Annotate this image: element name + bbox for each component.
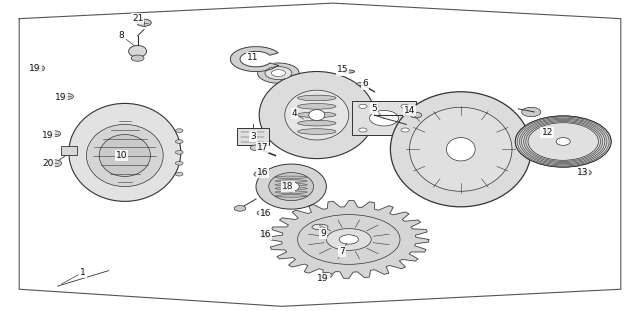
- Ellipse shape: [175, 129, 183, 132]
- Text: 16: 16: [260, 230, 271, 239]
- Ellipse shape: [520, 118, 607, 165]
- Text: 19: 19: [55, 94, 67, 102]
- Ellipse shape: [522, 107, 541, 117]
- Ellipse shape: [524, 120, 603, 163]
- Ellipse shape: [528, 123, 598, 160]
- Ellipse shape: [298, 129, 336, 134]
- Polygon shape: [269, 201, 429, 278]
- Ellipse shape: [275, 195, 307, 197]
- Text: 16: 16: [260, 209, 271, 217]
- Ellipse shape: [275, 176, 307, 179]
- Ellipse shape: [32, 65, 45, 72]
- Text: 19: 19: [42, 131, 54, 140]
- Ellipse shape: [275, 180, 307, 182]
- Ellipse shape: [271, 70, 285, 77]
- Ellipse shape: [312, 224, 328, 230]
- Ellipse shape: [175, 140, 183, 143]
- Text: 10: 10: [116, 151, 127, 160]
- Ellipse shape: [556, 138, 570, 146]
- Ellipse shape: [358, 104, 367, 109]
- Text: 20: 20: [42, 159, 54, 168]
- Text: 13: 13: [577, 168, 588, 177]
- Ellipse shape: [275, 191, 307, 193]
- Ellipse shape: [137, 19, 151, 26]
- Polygon shape: [230, 47, 278, 72]
- Text: 8: 8: [119, 31, 124, 40]
- Ellipse shape: [275, 183, 307, 186]
- Text: 15: 15: [337, 66, 348, 74]
- Text: 19: 19: [317, 274, 329, 283]
- Ellipse shape: [370, 110, 399, 126]
- Ellipse shape: [61, 93, 74, 100]
- Ellipse shape: [137, 19, 151, 26]
- FancyBboxPatch shape: [237, 128, 269, 145]
- Ellipse shape: [298, 104, 336, 109]
- Ellipse shape: [358, 128, 367, 132]
- Ellipse shape: [410, 112, 422, 118]
- Ellipse shape: [175, 161, 183, 165]
- Ellipse shape: [234, 206, 246, 211]
- Ellipse shape: [269, 173, 314, 201]
- Ellipse shape: [129, 45, 147, 57]
- Ellipse shape: [356, 82, 367, 86]
- Ellipse shape: [309, 110, 325, 121]
- FancyBboxPatch shape: [61, 146, 77, 155]
- Text: 6: 6: [362, 80, 367, 88]
- Text: 14: 14: [404, 106, 415, 115]
- Ellipse shape: [265, 67, 292, 80]
- FancyBboxPatch shape: [352, 101, 416, 135]
- Ellipse shape: [298, 112, 336, 118]
- Text: 11: 11: [247, 53, 259, 62]
- Text: 16: 16: [257, 168, 268, 177]
- Ellipse shape: [86, 124, 163, 187]
- Ellipse shape: [175, 172, 183, 176]
- Ellipse shape: [99, 134, 150, 177]
- Ellipse shape: [250, 145, 262, 151]
- Ellipse shape: [515, 116, 611, 167]
- Ellipse shape: [131, 55, 144, 61]
- Ellipse shape: [259, 72, 374, 159]
- Text: 17: 17: [257, 143, 268, 152]
- Ellipse shape: [256, 164, 326, 209]
- Ellipse shape: [321, 272, 332, 278]
- Text: 12: 12: [541, 128, 553, 137]
- Ellipse shape: [175, 151, 183, 154]
- Ellipse shape: [47, 160, 61, 167]
- Text: 9: 9: [321, 229, 326, 238]
- Text: 21: 21: [132, 14, 143, 23]
- Text: 19: 19: [29, 64, 41, 73]
- Ellipse shape: [257, 63, 300, 83]
- Text: 18: 18: [282, 182, 294, 191]
- Ellipse shape: [390, 92, 531, 207]
- Text: 1: 1: [81, 268, 86, 276]
- Ellipse shape: [522, 119, 605, 164]
- Text: 5: 5: [372, 104, 377, 113]
- Ellipse shape: [285, 90, 349, 140]
- Ellipse shape: [260, 232, 271, 237]
- Ellipse shape: [410, 107, 512, 191]
- Ellipse shape: [326, 229, 371, 250]
- Ellipse shape: [580, 170, 591, 175]
- Ellipse shape: [254, 172, 264, 177]
- Text: 4: 4: [292, 109, 297, 118]
- Ellipse shape: [343, 70, 355, 73]
- Ellipse shape: [69, 103, 181, 202]
- Ellipse shape: [283, 182, 300, 191]
- Ellipse shape: [401, 128, 410, 132]
- Ellipse shape: [298, 120, 336, 126]
- Ellipse shape: [257, 211, 268, 216]
- Ellipse shape: [447, 137, 475, 161]
- Text: 7: 7: [340, 248, 345, 256]
- Ellipse shape: [298, 95, 336, 101]
- Ellipse shape: [48, 131, 61, 137]
- Ellipse shape: [275, 187, 307, 190]
- Text: 3: 3: [250, 132, 255, 141]
- Ellipse shape: [526, 122, 600, 161]
- Ellipse shape: [401, 104, 410, 109]
- Ellipse shape: [339, 235, 358, 244]
- Ellipse shape: [517, 117, 609, 166]
